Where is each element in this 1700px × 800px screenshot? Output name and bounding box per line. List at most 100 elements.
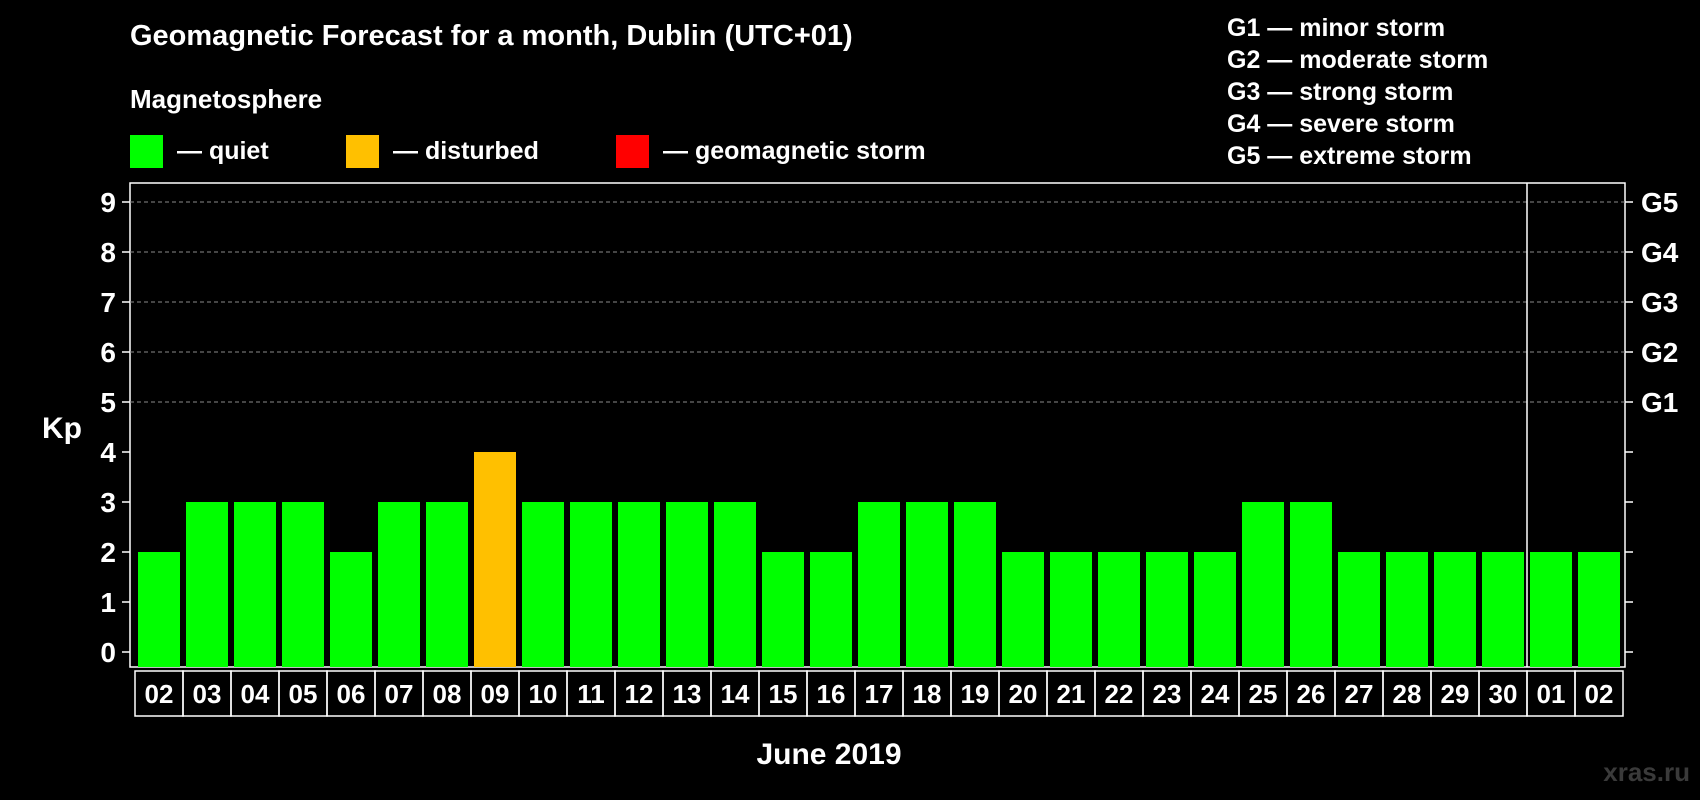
watermark: xras.ru — [1603, 757, 1690, 787]
x-tick-label: 02 — [1585, 679, 1614, 709]
x-tick-label: 14 — [721, 679, 750, 709]
x-tick-label: 22 — [1105, 679, 1134, 709]
bar — [378, 502, 420, 667]
x-tick-label: 23 — [1153, 679, 1182, 709]
legend-item-disturbed: — disturbed — [346, 134, 539, 168]
storm-scale-g3: G3 — strong storm — [1227, 78, 1454, 106]
bar — [1242, 502, 1284, 667]
x-tick-label: 02 — [145, 679, 174, 709]
x-tick-label: 08 — [433, 679, 462, 709]
bar — [858, 502, 900, 667]
x-tick-label: 19 — [961, 679, 990, 709]
chart-subtitle: Magnetosphere — [130, 84, 323, 114]
x-tick-label: 12 — [625, 679, 654, 709]
x-tick-label: 13 — [673, 679, 702, 709]
right-tick-label: G4 — [1641, 237, 1679, 268]
bar — [522, 502, 564, 667]
x-tick-label: 05 — [289, 679, 318, 709]
x-tick-label: 26 — [1297, 679, 1326, 709]
x-tick-label: 20 — [1009, 679, 1038, 709]
y-tick-label: 6 — [100, 337, 116, 368]
x-tick-label: 16 — [817, 679, 846, 709]
x-tick-label: 24 — [1201, 679, 1230, 709]
legend-swatch-disturbed — [346, 134, 379, 168]
bar — [618, 502, 660, 667]
x-tick-label: 29 — [1441, 679, 1470, 709]
bar — [474, 452, 516, 667]
bar — [1050, 552, 1092, 667]
y-tick-label: 4 — [100, 437, 116, 468]
bar — [1434, 552, 1476, 667]
bar — [762, 552, 804, 667]
bar — [186, 502, 228, 667]
x-tick-label: 01 — [1537, 679, 1566, 709]
x-tick-label: 03 — [193, 679, 222, 709]
storm-scale-g5: G5 — extreme storm — [1227, 142, 1472, 170]
x-axis-label: June 2019 — [756, 738, 901, 771]
y-tick-label: 0 — [100, 637, 116, 668]
bar — [1578, 552, 1620, 667]
bar — [330, 552, 372, 667]
bar — [954, 502, 996, 667]
bar — [570, 502, 612, 667]
x-tick-label: 17 — [865, 679, 894, 709]
bar — [1386, 552, 1428, 667]
bar — [1482, 552, 1524, 667]
y-axis-label: Kp — [42, 412, 82, 445]
bar — [282, 502, 324, 667]
bar — [234, 502, 276, 667]
x-tick-label: 21 — [1057, 679, 1086, 709]
legend-label-disturbed: — disturbed — [393, 136, 539, 165]
legend-label-storm: — geomagnetic storm — [663, 136, 926, 165]
x-tick-label: 30 — [1489, 679, 1518, 709]
legend-item-storm: — geomagnetic storm — [616, 134, 926, 168]
x-tick-label: 11 — [577, 679, 605, 709]
storm-scale-g4: G4 — severe storm — [1227, 110, 1455, 138]
y-tick-label: 1 — [100, 587, 116, 618]
bar — [1098, 552, 1140, 667]
legend-swatch-quiet — [130, 134, 163, 168]
x-tick-label: 06 — [337, 679, 366, 709]
storm-scale-g1: G1 — minor storm — [1227, 14, 1446, 42]
bar — [906, 502, 948, 667]
x-tick-label: 04 — [241, 679, 270, 709]
y-tick-label: 8 — [100, 237, 116, 268]
y-tick-label: 2 — [100, 537, 116, 568]
bar — [666, 502, 708, 667]
x-tick-label: 10 — [529, 679, 558, 709]
right-tick-label: G3 — [1641, 287, 1678, 318]
right-tick-label: G2 — [1641, 337, 1678, 368]
y-tick-label: 7 — [100, 287, 116, 318]
legend-label-quiet: — quiet — [177, 136, 269, 165]
bar — [1194, 552, 1236, 667]
y-tick-label: 5 — [100, 387, 116, 418]
chart-title: Geomagnetic Forecast for a month, Dublin… — [130, 20, 853, 52]
y-tick-label: 9 — [100, 187, 116, 218]
x-tick-label: 25 — [1249, 679, 1278, 709]
x-tick-label: 28 — [1393, 679, 1422, 709]
bar — [1338, 552, 1380, 667]
right-tick-label: G1 — [1641, 387, 1678, 418]
bar — [1530, 552, 1572, 667]
bar — [1290, 502, 1332, 667]
right-tick-label: G5 — [1641, 187, 1678, 218]
legend-item-quiet: — quiet — [130, 134, 269, 168]
x-tick-label: 18 — [913, 679, 942, 709]
x-tick-label: 07 — [385, 679, 414, 709]
x-tick-label: 09 — [481, 679, 510, 709]
bar — [1002, 552, 1044, 667]
bar — [138, 552, 180, 667]
bar — [810, 552, 852, 667]
bar — [714, 502, 756, 667]
x-tick-label: 15 — [769, 679, 798, 709]
storm-scale-g2: G2 — moderate storm — [1227, 46, 1489, 74]
bar — [1146, 552, 1188, 667]
x-tick-label: 27 — [1345, 679, 1374, 709]
y-tick-label: 3 — [100, 487, 116, 518]
legend-swatch-storm — [616, 134, 649, 168]
bar — [426, 502, 468, 667]
x-tick-box — [1574, 670, 1624, 717]
storm-scale-list: G1 — minor storm G2 — moderate storm G3 … — [1227, 12, 1488, 172]
